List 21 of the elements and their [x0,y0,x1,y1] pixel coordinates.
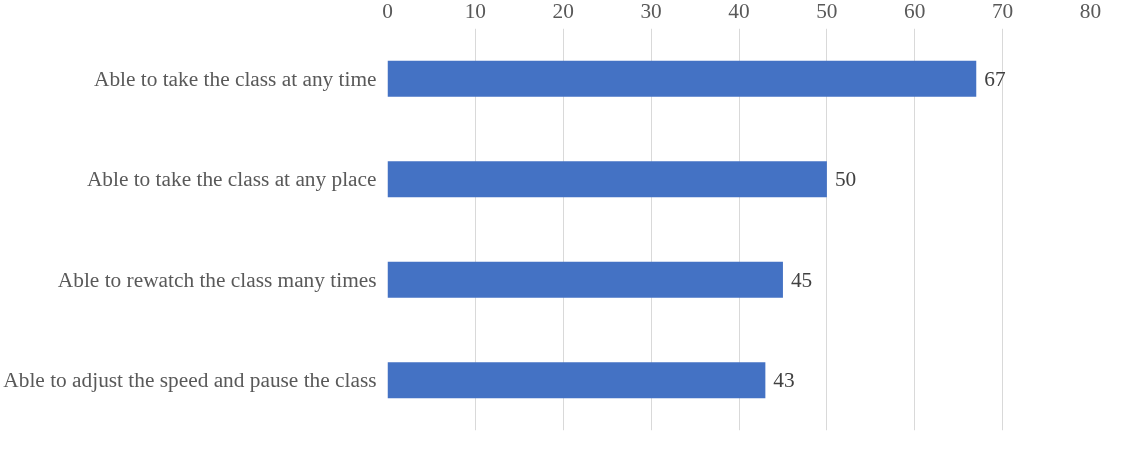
x-tick-label: 0 [382,0,393,23]
x-tick-label: 40 [728,0,750,23]
x-tick-label: 30 [640,0,662,23]
x-tick-label: 50 [816,0,838,23]
bar [387,161,827,198]
data-label: 67 [984,66,1006,91]
x-tick-label: 70 [991,0,1014,23]
y-tick-label: Able to adjust the speed and pause the class [3,368,377,393]
x-tick-label: 20 [552,0,574,23]
y-tick-label: Able to rewatch the class many times [57,267,377,292]
y-tick-label: Able to take the class at any time [94,66,377,91]
data-label: 45 [790,267,813,292]
x-tick-label: 10 [464,0,487,23]
data-label: 43 [773,368,795,393]
data-label: 50 [834,167,857,192]
x-tick-label: 60 [904,0,926,23]
bar [387,60,977,97]
bar [387,261,783,298]
y-tick-label: Able to take the class at any place [86,167,377,192]
bar [387,362,766,399]
x-tick-label: 80 [1079,0,1102,23]
